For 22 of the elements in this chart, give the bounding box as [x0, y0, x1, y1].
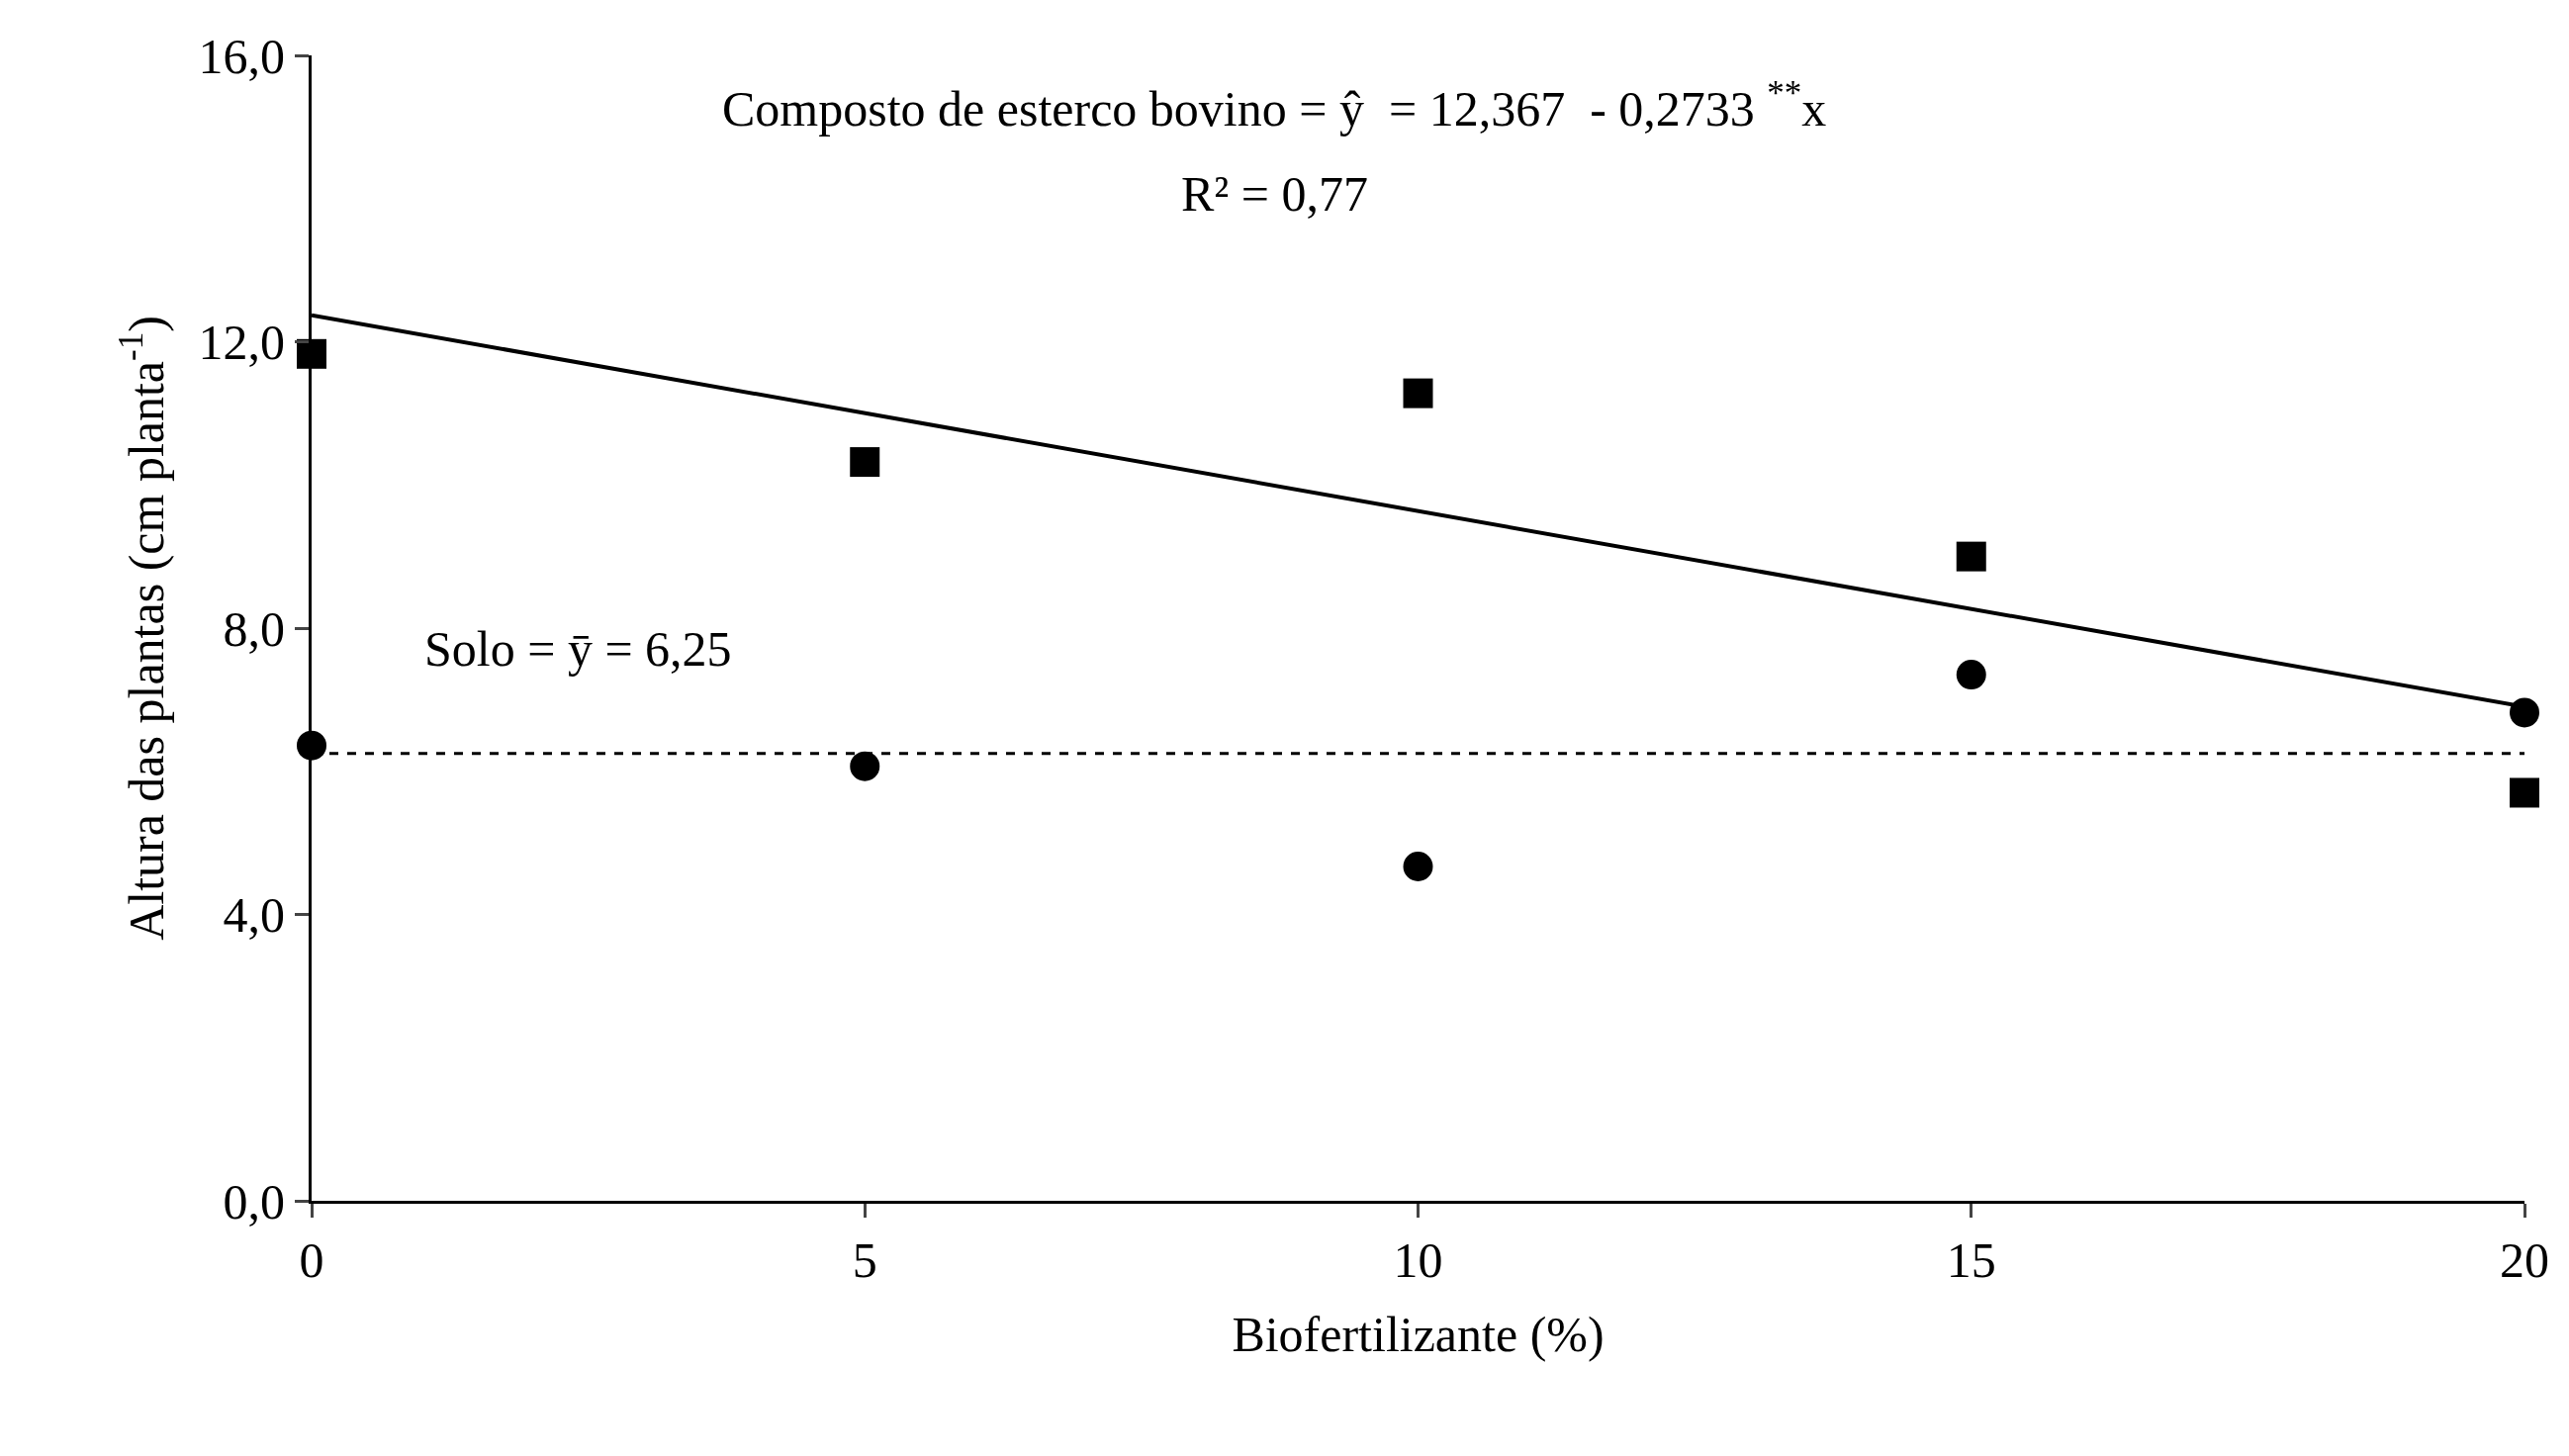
point — [2510, 777, 2539, 808]
y-tick-label: 4,0 — [223, 887, 285, 943]
point — [1956, 541, 1986, 572]
x-tick-label: 0 — [299, 1232, 324, 1288]
y-tick-label: 16,0 — [198, 28, 285, 84]
x-axis-title: Biofertilizante (%) — [1232, 1306, 1605, 1362]
y-tick-label: 12,0 — [198, 315, 285, 370]
point — [1403, 852, 1433, 881]
ref-line-label: Solo = ȳ = 6,25 — [424, 621, 732, 677]
y-tick-label: 8,0 — [223, 600, 285, 657]
x-tick-label: 20 — [2500, 1232, 2549, 1288]
y-tick-label: 0,0 — [223, 1173, 285, 1229]
x-tick-label: 10 — [1393, 1232, 1443, 1288]
point — [850, 751, 880, 781]
annotation: R² = 0,77 — [1181, 166, 1369, 222]
point — [1403, 378, 1433, 409]
point — [850, 447, 880, 478]
x-tick-label: 15 — [1946, 1232, 1996, 1288]
annotation: Composto de esterco bovino = ŷ = 12,367 - 0,2733 $^{**}$x — [722, 74, 1827, 136]
point — [2510, 697, 2539, 728]
point — [1956, 660, 1986, 690]
x-tick-label: 5 — [852, 1232, 877, 1288]
